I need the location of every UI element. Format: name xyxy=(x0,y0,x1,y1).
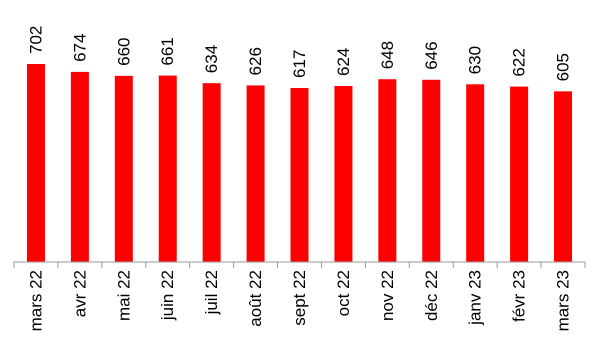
bars-group xyxy=(26,64,573,263)
x-tick-label: déc 22 xyxy=(422,270,441,321)
x-axis xyxy=(13,261,586,268)
x-tick-label: nov 22 xyxy=(378,270,397,321)
value-labels-group: 702 674 660 661 634 626 617 624 648 646 630 622 605 xyxy=(26,26,572,82)
bar xyxy=(114,75,133,262)
data-label: 660 xyxy=(114,37,133,65)
x-tick-label: oct 22 xyxy=(334,270,353,316)
x-tick-label: févr 23 xyxy=(510,270,529,322)
data-label: 648 xyxy=(378,41,397,69)
data-label: 646 xyxy=(422,41,441,69)
bar xyxy=(246,85,265,262)
data-label: 624 xyxy=(334,48,353,76)
data-label: 622 xyxy=(510,48,529,76)
x-tick-label: sept 22 xyxy=(290,270,309,326)
bar xyxy=(422,79,441,263)
bar xyxy=(290,87,309,262)
category-labels-group: mars 22 avr 22 mai 22 juin 22 juil 22 août 22… xyxy=(26,270,572,331)
data-label: 630 xyxy=(466,46,485,74)
x-tick-label: août 22 xyxy=(246,270,265,327)
bar xyxy=(466,84,485,262)
x-tick-label: juil 22 xyxy=(202,270,221,315)
x-tick-label: mars 22 xyxy=(26,270,45,331)
bar xyxy=(26,64,45,262)
x-tick-label: janv 23 xyxy=(466,270,485,326)
bar xyxy=(158,75,177,262)
x-tick-label: juin 22 xyxy=(158,270,177,321)
bar xyxy=(378,79,397,262)
data-label: 661 xyxy=(158,37,177,65)
x-tick-label: mars 23 xyxy=(554,270,573,331)
data-label: 634 xyxy=(202,45,221,73)
bar xyxy=(554,91,573,262)
data-label: 617 xyxy=(290,50,309,78)
data-label: 702 xyxy=(26,26,45,54)
data-label: 674 xyxy=(70,34,89,62)
bar xyxy=(510,86,529,262)
x-tick-label: avr 22 xyxy=(70,270,89,317)
bar xyxy=(70,71,89,263)
x-tick-label: mai 22 xyxy=(114,270,133,321)
bar xyxy=(202,83,221,262)
bar xyxy=(334,86,353,262)
data-label: 626 xyxy=(246,47,265,75)
data-label: 605 xyxy=(554,53,573,81)
